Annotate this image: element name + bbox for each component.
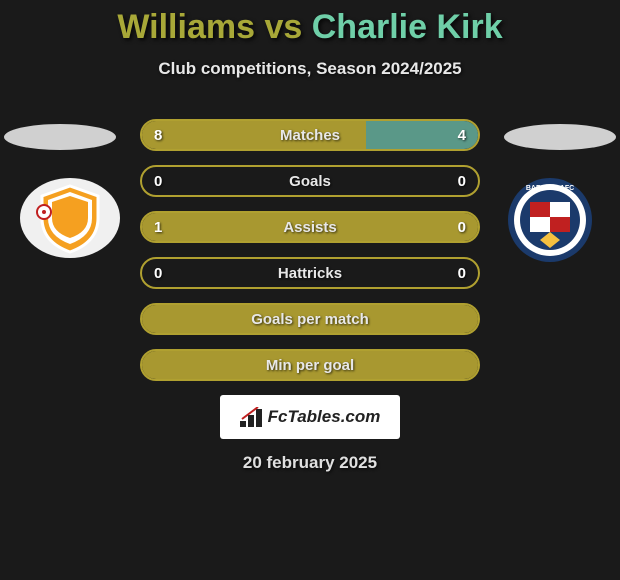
stat-label: Assists — [142, 219, 478, 236]
svg-text:BARROW AFC: BARROW AFC — [526, 185, 574, 192]
stat-row: Goals per match — [140, 303, 480, 335]
site-logo-text: FcTables.com — [268, 407, 381, 427]
comparison-card: Williams vs Charlie Kirk Club competitio… — [0, 0, 620, 580]
stat-row: 00Hattricks — [140, 257, 480, 289]
site-logo[interactable]: FcTables.com — [220, 395, 400, 439]
footer-date: 20 february 2025 — [0, 453, 620, 473]
stat-label: Goals — [142, 173, 478, 190]
stat-label: Min per goal — [142, 357, 478, 374]
stat-bars: 84Matches 00Goals 10Assists 00Hattricks Goal… — [140, 119, 480, 381]
club-badge-left — [20, 178, 120, 258]
stat-label: Hattricks — [142, 265, 478, 282]
subtitle: Club competitions, Season 2024/2025 — [0, 59, 620, 79]
player1-name: Williams — [117, 8, 255, 46]
page-title: Williams vs Charlie Kirk — [0, 8, 620, 47]
stat-label: Goals per match — [142, 311, 478, 328]
barrow-badge-icon: BARROW AFC — [506, 176, 594, 264]
player2-name: Charlie Kirk — [312, 8, 503, 46]
stat-label: Matches — [142, 127, 478, 144]
mk-dons-badge-icon — [30, 182, 110, 254]
fctables-icon — [240, 407, 264, 427]
stat-row: 84Matches — [140, 119, 480, 151]
player1-ellipse — [4, 124, 116, 150]
stat-row: 00Goals — [140, 165, 480, 197]
stat-row: Min per goal — [140, 349, 480, 381]
player2-ellipse — [504, 124, 616, 150]
vs-text: vs — [264, 8, 302, 46]
stat-row: 10Assists — [140, 211, 480, 243]
club-badge-right: BARROW AFC — [500, 178, 600, 262]
